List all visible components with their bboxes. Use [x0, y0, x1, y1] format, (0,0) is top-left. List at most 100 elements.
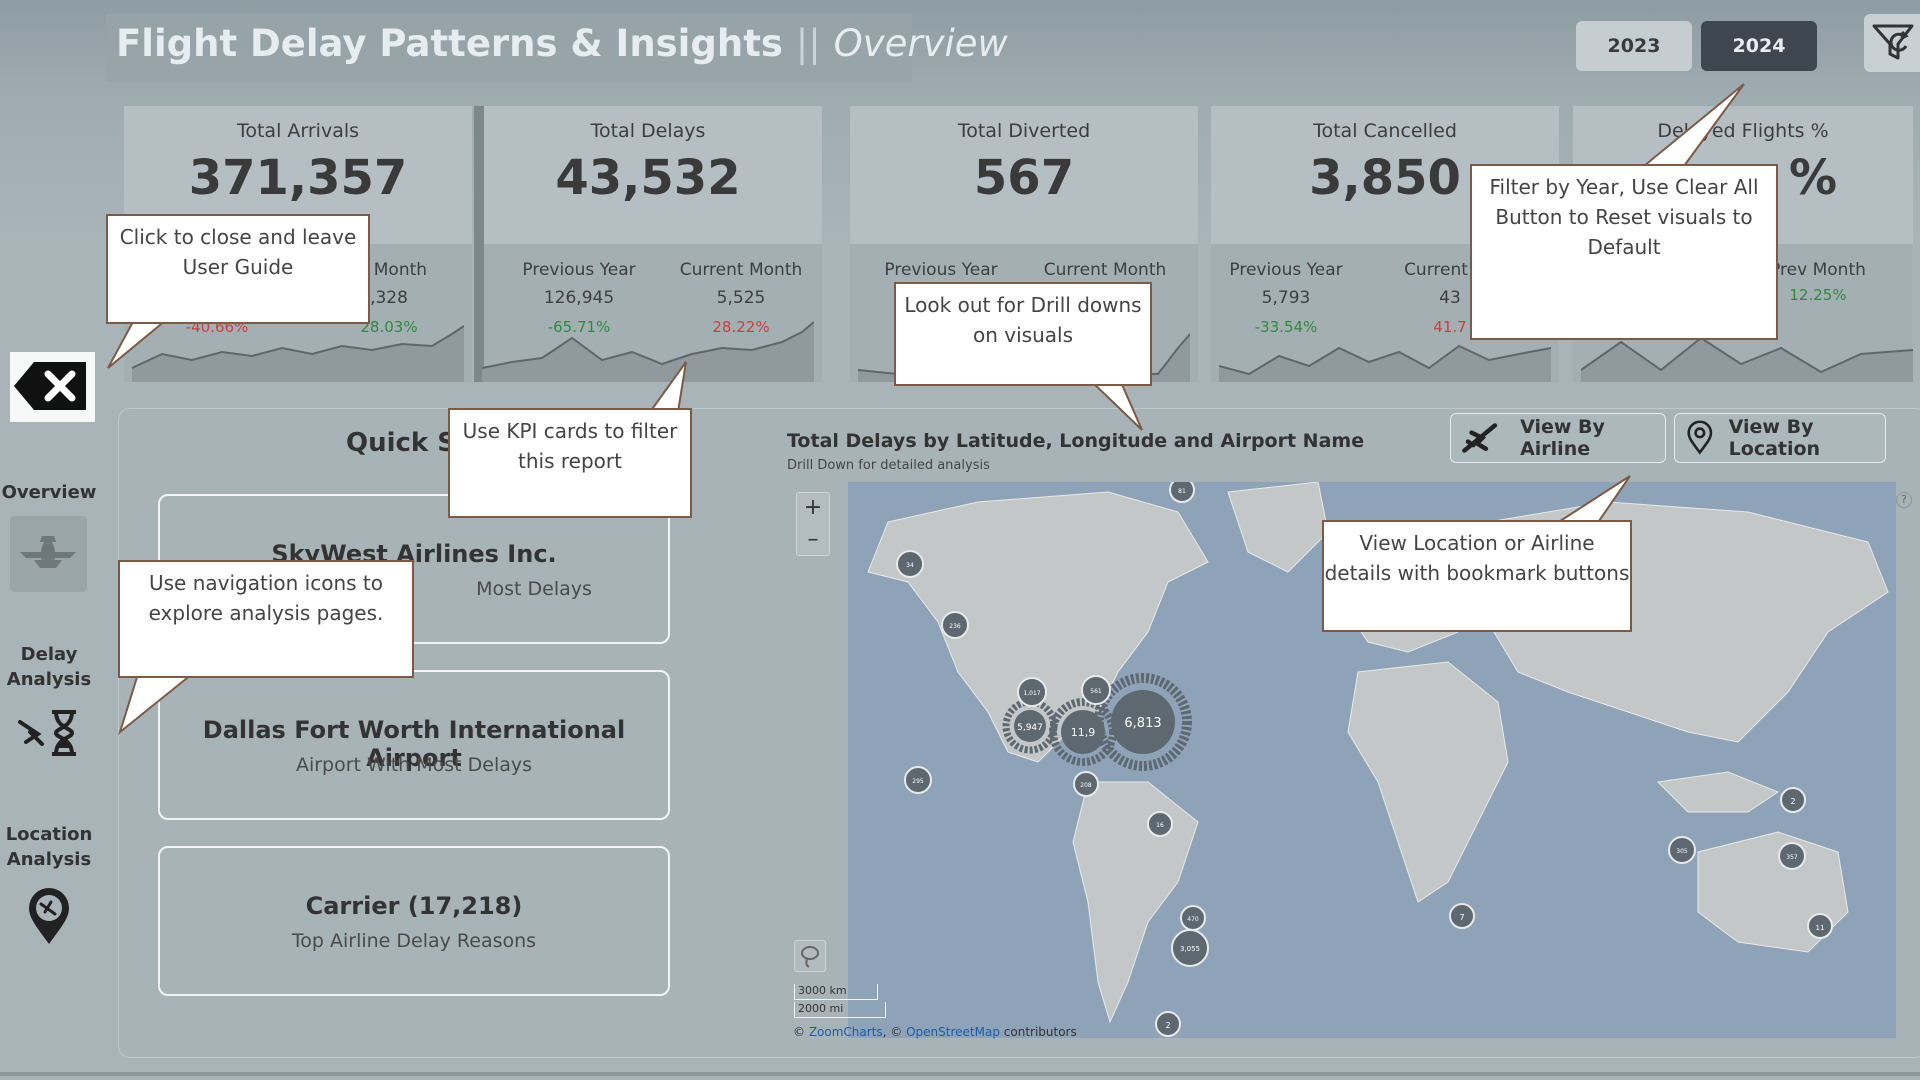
callout-pointer-drill: [1087, 379, 1143, 431]
cluster-label: 3,055: [1180, 945, 1200, 953]
cluster-label: 1,017: [1023, 690, 1040, 697]
lasso-select-button[interactable]: [794, 940, 826, 972]
year-2024-button[interactable]: 2024: [1701, 21, 1817, 71]
nav-delay-line1: Delay: [20, 644, 78, 665]
kpi-current-value: ,328: [370, 288, 408, 308]
kpi-card-total-delays[interactable]: Total Delays 43,532 Previous Year Curren…: [474, 106, 822, 382]
cluster-label: 34: [906, 562, 914, 569]
kpi-current-label: Current Month: [679, 260, 803, 280]
map-help-icon[interactable]: ?: [1896, 492, 1912, 508]
kpi-top: [474, 106, 822, 244]
cluster-label: 5,947: [1017, 723, 1043, 733]
cluster-marker[interactable]: 34: [896, 550, 924, 578]
map-attribution: © ZoomCharts, © OpenStreetMap contributo…: [793, 1025, 1077, 1039]
callout-kpi-filter: Use KPI cards to filter this report: [448, 408, 692, 518]
cluster-label: 208: [1080, 782, 1092, 789]
cluster-marker[interactable]: 357: [1778, 842, 1806, 870]
callout-pointer-filter: [1641, 83, 1745, 167]
kpi-sparkline: [482, 321, 814, 382]
close-icon: [14, 362, 86, 410]
nav-location-line1: Location: [5, 824, 93, 845]
title-main: Flight Delay Patterns & Insights: [116, 22, 783, 65]
quick-stat-card-delay-reason[interactable]: Carrier (17,218) Top Airline Delay Reaso…: [158, 846, 670, 996]
quick-stat-sub: Top Airline Delay Reasons: [291, 930, 537, 952]
kpi-label: Total Arrivals: [236, 120, 360, 142]
cluster-label: 6,813: [1124, 716, 1161, 731]
zoom-out-button[interactable]: –: [807, 527, 819, 552]
callout-nav-icons: Use navigation icons to explore analysis…: [118, 560, 414, 678]
kpi-curr-pct: 12.25%: [1789, 286, 1847, 304]
view-by-airline-label: View By Airline: [1520, 416, 1605, 460]
cluster-marker[interactable]: 81: [1169, 482, 1195, 503]
kpi-value: 567: [973, 150, 1075, 206]
location-pin-plane-icon: [29, 888, 69, 944]
map-scale-km: 3000 km: [794, 984, 878, 1000]
cluster-marker[interactable]: 208: [1073, 771, 1099, 797]
cluster-marker[interactable]: 2: [1780, 787, 1806, 813]
kpi-curr-pct: 28.03%: [360, 318, 418, 336]
openstreetmap-link[interactable]: OpenStreetMap: [906, 1025, 1000, 1039]
clear-filter-icon: [1872, 24, 1914, 60]
view-by-location-button[interactable]: View By Location: [1674, 413, 1886, 463]
nav-delay-analysis-button[interactable]: [16, 708, 82, 758]
map-zoom-control: + –: [796, 492, 830, 556]
cluster-marker[interactable]: 295: [904, 766, 932, 794]
year-2023-button[interactable]: 2023: [1576, 21, 1692, 71]
cluster-marker[interactable]: 305: [1668, 836, 1696, 864]
callout-close-guide: Click to close and leave User Guide: [106, 214, 370, 324]
nav-location-line2: Analysis: [6, 849, 92, 870]
cluster-marker[interactable]: 3,055: [1171, 929, 1209, 967]
clear-all-button[interactable]: [1864, 14, 1920, 72]
zoom-in-button[interactable]: +: [803, 495, 823, 520]
cluster-marker[interactable]: 2: [1155, 1011, 1181, 1037]
quick-stat-card-airport[interactable]: Dallas Fort Worth International Airport …: [158, 670, 670, 820]
cluster-marker[interactable]: 1,017: [1017, 677, 1047, 707]
kpi-value: 43,532: [555, 150, 741, 206]
nav-location-analysis-label: Location Analysis: [0, 822, 98, 872]
kpi-sparkline: [858, 333, 1190, 382]
kpi-label: Total Diverted: [957, 120, 1091, 142]
cluster-marker[interactable]: 11: [1807, 913, 1833, 939]
kpi-value: 371,357: [188, 150, 408, 206]
plane-hourglass-icon: [18, 710, 76, 756]
land-indonesia: [1656, 771, 1780, 813]
cluster-marker[interactable]: 561: [1081, 675, 1111, 705]
view-by-airline-button[interactable]: View By Airline: [1450, 413, 1666, 463]
cluster-label: 11: [1816, 924, 1825, 932]
cluster-marker[interactable]: 16: [1147, 811, 1173, 837]
quick-stat-main: Dallas Fort Worth International Airport: [202, 716, 626, 772]
location-pin-icon: [1687, 420, 1713, 455]
kpi-card-total-cancelled[interactable]: Total Cancelled 3,850 Previous Year Curr…: [1211, 106, 1559, 382]
airplane-icon: [1462, 423, 1498, 453]
kpi-selected-indicator: [474, 106, 484, 382]
callout-filter-year: Filter by Year, Use Clear All Button to …: [1470, 164, 1778, 340]
page-title: Flight Delay Patterns & Insights || Over…: [116, 22, 1008, 65]
land-greenland: [1227, 482, 1329, 573]
cluster-marker[interactable]: 11,9: [1049, 698, 1117, 766]
map-canvas: 6,813 11,9 5,947 1,017 561 81 34: [848, 482, 1896, 1038]
cluster-marker[interactable]: 6,813: [1094, 673, 1192, 771]
kpi-current-label: Current: [1404, 260, 1468, 280]
callout-bookmark: View Location or Airline details with bo…: [1322, 520, 1632, 632]
kpi-prev-pct: -33.54%: [1254, 318, 1318, 336]
cluster-marker[interactable]: 7: [1449, 903, 1475, 929]
nav-delay-line2: Analysis: [6, 669, 92, 690]
callout-drill-downs: Look out for Drill downs on visuals: [894, 282, 1152, 386]
cluster-label: 11,9: [1071, 726, 1096, 739]
kpi-prev-label: Previous Year: [522, 260, 636, 280]
cluster-marker[interactable]: 236: [941, 611, 969, 639]
cluster-label: 16: [1156, 822, 1164, 829]
world-map[interactable]: 6,813 11,9 5,947 1,017 561 81 34: [848, 482, 1896, 1038]
zoomcharts-link[interactable]: ZoomCharts: [808, 1025, 883, 1039]
cluster-label: 305: [1676, 848, 1688, 855]
nav-location-analysis-button[interactable]: [26, 886, 72, 946]
close-guide-button[interactable]: [10, 352, 95, 422]
cluster-label: 2: [1165, 1021, 1170, 1030]
map-title: Total Delays by Latitude, Longitude and …: [787, 430, 1365, 452]
cluster-label: 236: [949, 623, 961, 630]
nav-overview-label: Overview: [1, 482, 97, 503]
cluster-marker[interactable]: 470: [1180, 905, 1206, 931]
cluster-label: 7: [1459, 913, 1464, 922]
nav-overview-button[interactable]: [10, 516, 87, 592]
title-separator: ||: [795, 22, 821, 65]
